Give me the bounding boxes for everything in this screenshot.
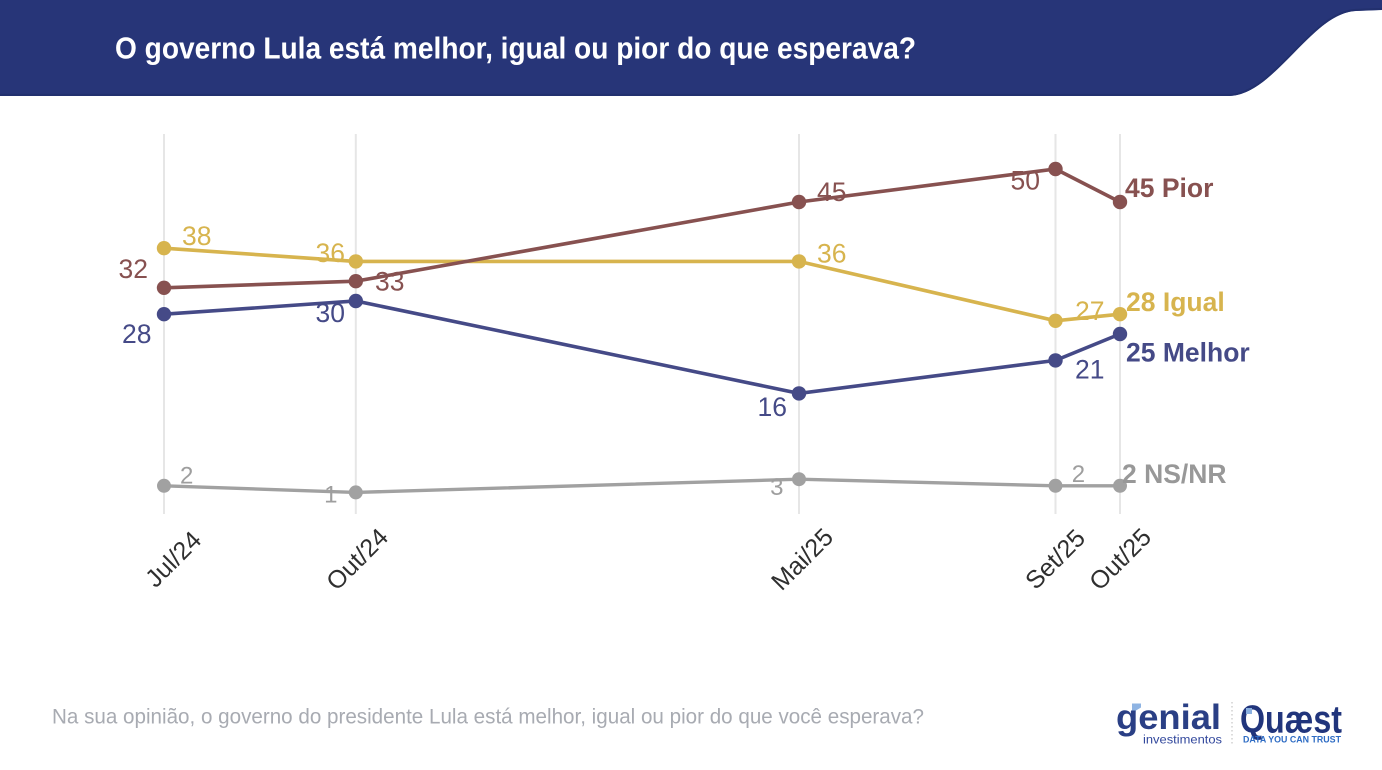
- svg-text:Set/25: Set/25: [1020, 524, 1091, 595]
- svg-text:investimentos: investimentos: [1143, 735, 1222, 747]
- svg-text:45 Pior: 45 Pior: [1125, 173, 1213, 203]
- svg-text:Mai/25: Mai/25: [766, 523, 839, 596]
- svg-text:3: 3: [770, 474, 783, 501]
- svg-text:2: 2: [1072, 461, 1085, 488]
- svg-text:38: 38: [182, 221, 211, 251]
- svg-text:1: 1: [324, 482, 337, 509]
- svg-text:Out/24: Out/24: [321, 523, 394, 596]
- svg-text:16: 16: [758, 392, 787, 422]
- svg-text:28 Igual: 28 Igual: [1126, 287, 1225, 317]
- svg-text:Out/25: Out/25: [1084, 523, 1157, 596]
- svg-text:28: 28: [122, 319, 151, 349]
- svg-text:2: 2: [180, 463, 193, 490]
- svg-text:2 NS/NR: 2 NS/NR: [1122, 459, 1227, 489]
- svg-text:36: 36: [817, 239, 846, 269]
- svg-text:27: 27: [1075, 296, 1104, 326]
- svg-text:45: 45: [817, 177, 846, 207]
- svg-text:genial: genial: [1116, 698, 1221, 737]
- svg-text:25 Melhor: 25 Melhor: [1126, 338, 1250, 368]
- svg-text:50: 50: [1011, 166, 1040, 196]
- svg-text:Jul/24: Jul/24: [140, 526, 207, 593]
- svg-text:30: 30: [316, 298, 345, 328]
- svg-text:36: 36: [316, 238, 345, 268]
- svg-text:21: 21: [1075, 355, 1104, 385]
- svg-text:32: 32: [119, 254, 148, 284]
- svg-text:Quæst: Quæst: [1240, 699, 1342, 742]
- svg-text:33: 33: [375, 267, 404, 297]
- svg-text:O governo Lula está melhor, ig: O governo Lula está melhor, igual ou pio…: [115, 31, 916, 66]
- svg-text:Na sua opinião, o governo do p: Na sua opinião, o governo do presidente …: [52, 706, 924, 729]
- svg-text:DATA YOU CAN TRUST: DATA YOU CAN TRUST: [1243, 735, 1341, 745]
